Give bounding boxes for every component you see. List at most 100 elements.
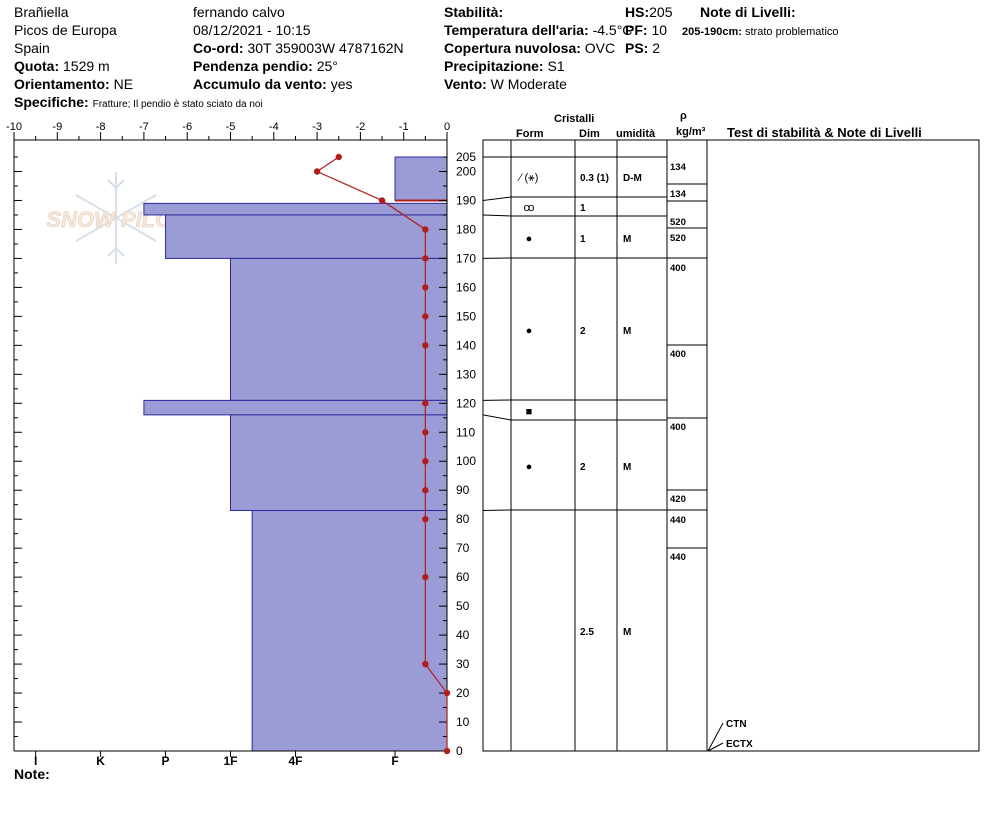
location-range: Picos de Europa xyxy=(14,22,117,38)
precip-label: Precipitazione: xyxy=(444,58,544,74)
crystal-form: ● xyxy=(526,461,533,473)
density-value: 400 xyxy=(670,349,686,360)
observer: fernando calvo xyxy=(193,4,285,20)
layer-connector xyxy=(482,509,512,512)
density-value: 400 xyxy=(670,422,686,433)
hardness-label: F xyxy=(391,754,398,768)
location-name: Brañiella xyxy=(14,4,69,20)
crystal-form: ꝏ xyxy=(523,202,534,214)
density-value: 440 xyxy=(670,552,686,563)
hardness-bar-0 xyxy=(394,156,448,201)
temperature-point xyxy=(422,313,429,320)
ps: PS: 2 xyxy=(625,40,660,56)
height-tick-label: 0 xyxy=(456,744,463,758)
height-tick-label: 70 xyxy=(456,541,470,555)
height-tick-label: 110 xyxy=(456,425,475,439)
pf-value: 10 xyxy=(651,22,668,38)
crystal-wetness: M xyxy=(623,326,631,337)
coord: Co-ord: 30T 359003W 4787162N xyxy=(193,40,404,56)
layer-connector xyxy=(482,214,512,217)
density-value: 520 xyxy=(670,233,686,244)
height-tick-label: 100 xyxy=(456,454,476,468)
height-tick-label: 190 xyxy=(456,193,476,207)
datetime: 08/12/2021 - 10:15 xyxy=(193,22,311,38)
height-tick-label: 60 xyxy=(456,570,470,584)
pendenza-label: Pendenza pendio: xyxy=(193,58,313,74)
test-leader xyxy=(707,742,724,752)
density-value: 420 xyxy=(670,494,686,505)
crystal-form: ■ xyxy=(526,406,533,418)
snowpilot-watermark: SNOW PILOT xyxy=(46,172,188,264)
height-tick-label: 30 xyxy=(456,657,470,671)
temperature-point xyxy=(422,284,429,291)
crystal-dim: 2.5 xyxy=(580,627,594,638)
temperature-point xyxy=(422,573,429,581)
height-tick-label: 80 xyxy=(456,512,470,526)
hs: HS:205 xyxy=(625,4,672,20)
temperature-point xyxy=(422,429,429,436)
hardness-label: I xyxy=(34,754,37,768)
temp-tick-label: -10 xyxy=(6,121,22,133)
specifiche-value: Fratture; Il pendio è stato sciato da no… xyxy=(92,99,263,110)
temp-tick-label: -9 xyxy=(52,121,62,133)
height-tick-label: 90 xyxy=(456,483,470,497)
vento-value: W Moderate xyxy=(490,76,567,92)
accumulo: Accumulo da vento: yes xyxy=(193,76,352,92)
crystal-form: ● xyxy=(526,325,533,337)
pendenza-value: 25° xyxy=(316,58,338,74)
density-value: 134 xyxy=(670,189,687,200)
hardness-bar-7 xyxy=(251,510,448,752)
crystal-dim: 1 xyxy=(580,203,586,214)
pendenza: Pendenza pendio: 25° xyxy=(193,58,338,74)
height-tick-label: 205 xyxy=(456,150,476,164)
tests-header: Test di stabilità & Note di Livelli xyxy=(727,125,922,140)
temperature-point xyxy=(335,153,342,161)
temperature-point xyxy=(422,487,429,494)
temperature-point xyxy=(422,226,429,233)
temp-tick-label: -2 xyxy=(356,121,366,133)
specifiche-label: Specifiche: xyxy=(14,94,89,110)
note-livelli-range: 205-190cm: xyxy=(682,26,742,38)
height-tick-label: 170 xyxy=(456,251,476,265)
precipitazione: Precipitazione: S1 xyxy=(444,58,565,74)
height-tick-label: 150 xyxy=(456,309,476,323)
layer-connector xyxy=(482,196,512,201)
hardness-bar-5 xyxy=(143,399,448,416)
vento-label: Vento: xyxy=(444,76,487,92)
temp-tick-label: -7 xyxy=(139,121,149,133)
layer-connector xyxy=(482,414,512,421)
crystal-wetness: M xyxy=(623,627,631,638)
crystal-dim: 0.3 (1) xyxy=(580,173,609,184)
quota: Quota: 1529 m xyxy=(14,58,110,74)
coord-value: 30T 359003W 4787162N xyxy=(247,40,404,56)
hardness-bar-3 xyxy=(165,214,448,259)
crystal-wetness: M xyxy=(623,234,631,245)
density-unit-header: kg/m³ xyxy=(676,126,706,138)
location-country: Spain xyxy=(14,40,50,56)
temp-tick-label: -3 xyxy=(312,121,322,133)
temp-tick-label: -8 xyxy=(96,121,106,133)
table-frame xyxy=(482,139,980,752)
pf: PF: 10 xyxy=(625,22,667,38)
crystal-dim: 2 xyxy=(580,326,586,337)
stabilita-label: Stabilità: xyxy=(444,4,504,20)
temp-tick-label: -5 xyxy=(226,121,236,133)
ps-label: PS: xyxy=(625,40,649,56)
quota-value: 1529 m xyxy=(63,58,110,74)
hardness-label: 4F xyxy=(288,754,302,768)
test-label: CTN xyxy=(726,719,747,730)
density-value: 400 xyxy=(670,263,686,274)
orient-value: NE xyxy=(113,76,134,92)
crystal-wetness: M xyxy=(623,462,631,473)
umidita-header: umidità xyxy=(616,128,656,140)
temperatura: Temperatura dell'aria: -4.5°C xyxy=(444,22,632,38)
height-tick-label: 130 xyxy=(456,367,476,381)
copertura-label: Copertura nuvolosa: xyxy=(444,40,581,56)
ps-value: 2 xyxy=(652,40,661,56)
crystal-form: ⁄ (⚹) xyxy=(517,172,539,184)
temperature-point xyxy=(443,689,451,697)
height-tick-label: 160 xyxy=(456,280,476,294)
hardness-label: P xyxy=(162,754,170,768)
temperature-point xyxy=(422,342,429,349)
